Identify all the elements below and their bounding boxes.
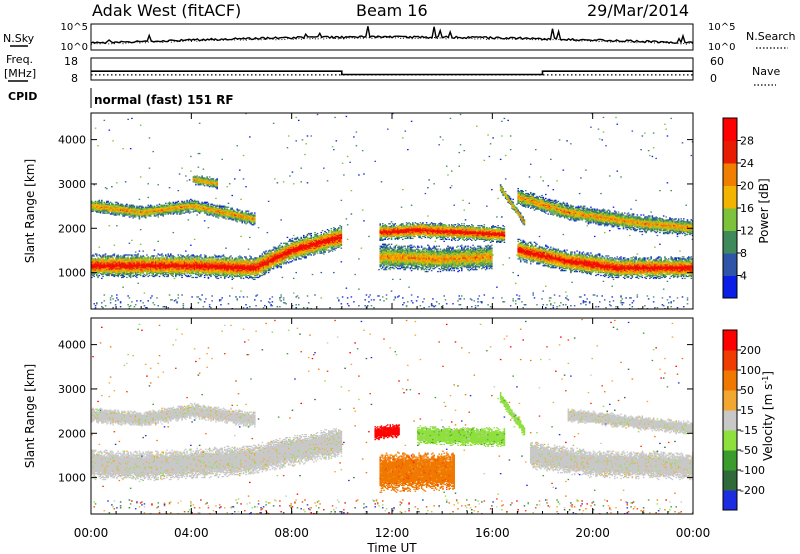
- data-cell: [95, 128, 97, 129]
- data-cell: [109, 130, 111, 131]
- station-title: Adak West (fitACF): [92, 1, 241, 20]
- data-cell: [101, 302, 103, 303]
- nsky-tick-top: 10^5: [61, 22, 88, 33]
- data-cell: [96, 302, 98, 303]
- nsky-label: N.Sky: [3, 32, 35, 45]
- data-cell: [116, 225, 118, 226]
- data-cell: [94, 303, 96, 304]
- data-cell: [105, 253, 107, 254]
- data-cell: [112, 307, 114, 308]
- data-cell: [117, 299, 119, 300]
- data-cell: [127, 119, 129, 120]
- noise-panel: N.Sky 10^5 10^0 10^5 10^0 N.Search: [3, 22, 796, 53]
- data-cell: [116, 294, 118, 295]
- data-cell: [131, 240, 133, 241]
- data-cell: [120, 301, 122, 302]
- data-cell: [110, 302, 112, 303]
- data-cell: [122, 148, 124, 149]
- nsky-tick-bottom: 10^0: [61, 42, 88, 53]
- data-cell: [112, 298, 114, 299]
- data-cell: [101, 278, 103, 279]
- nave-label: Nave: [752, 65, 780, 78]
- data-cell: [94, 255, 96, 256]
- data-cell: [127, 304, 129, 305]
- freq-label-line2: [MHz]: [4, 67, 36, 80]
- power-data: [91, 113, 693, 309]
- data-cell: [111, 295, 113, 296]
- nave-tick-top: 60: [710, 55, 724, 68]
- data-cell: [105, 305, 107, 306]
- freq-tick-top: 18: [64, 55, 78, 68]
- nsearch-label: N.Search: [746, 30, 796, 43]
- data-cell: [107, 201, 109, 202]
- data-cell: [116, 297, 118, 298]
- data-cell: [126, 204, 128, 205]
- data-cell: [99, 247, 101, 248]
- data-cell: [129, 243, 131, 244]
- radar-figure: Adak West (fitACF) Beam 16 29/Mar/2014 N…: [0, 0, 800, 554]
- data-cell: [117, 254, 119, 255]
- nsearch-tick-bottom: 10^0: [708, 42, 735, 53]
- data-cell: [106, 188, 108, 189]
- power-panel: 1000200030004000 Slant Range [km] 481216…: [23, 113, 771, 309]
- data-cell: [130, 305, 132, 306]
- data-cell: [110, 299, 112, 300]
- nsearch-tick-top: 10^5: [708, 22, 735, 33]
- data-cell: [112, 257, 114, 258]
- data-cell: [116, 182, 118, 183]
- data-cell: [127, 256, 129, 257]
- data-cell: [127, 295, 129, 296]
- data-cell: [95, 305, 97, 306]
- data-cell: [126, 277, 128, 278]
- data-cell: [115, 300, 117, 301]
- data-cell: [110, 297, 112, 298]
- data-cell: [102, 276, 104, 277]
- data-cell: [111, 186, 113, 187]
- data-cell: [117, 203, 119, 204]
- data-cell: [120, 306, 122, 307]
- data-cell: [99, 275, 101, 276]
- data-cell: [101, 200, 103, 201]
- data-cell: [114, 245, 116, 246]
- data-cell: [102, 307, 104, 308]
- data-cell: [96, 253, 98, 254]
- data-cell: [122, 287, 124, 288]
- data-cell: [109, 225, 111, 226]
- data-cell: [131, 301, 133, 302]
- data-cell: [114, 253, 116, 254]
- data-cell: [99, 200, 101, 201]
- data-cell: [104, 300, 106, 301]
- beam-title: Beam 16: [356, 1, 428, 20]
- data-cell: [130, 148, 132, 149]
- data-cell: [104, 120, 106, 121]
- freq-line: [91, 71, 693, 74]
- cpid-label: CPID: [8, 90, 37, 103]
- freq-panel: Freq. [MHz] 18 8 60 0 Nave: [4, 53, 780, 85]
- cpid-text: normal (fast) 151 RF: [94, 93, 234, 107]
- cpid-panel: CPID normal (fast) 151 RF: [8, 88, 234, 108]
- nsky-line: [91, 26, 693, 43]
- data-cell: [94, 276, 96, 277]
- date-title: 29/Mar/2014: [587, 1, 689, 20]
- data-cell: [95, 307, 97, 308]
- nave-tick-bottom: 0: [710, 72, 717, 85]
- data-cell: [97, 145, 99, 146]
- data-cell: [131, 254, 133, 255]
- data-cell: [125, 181, 127, 182]
- freq-tick-bottom: 8: [71, 72, 78, 85]
- data-cell: [124, 276, 126, 277]
- data-cell: [104, 294, 106, 295]
- data-cell: [129, 297, 131, 298]
- data-cell: [112, 140, 114, 141]
- data-cell: [115, 304, 117, 305]
- freq-label-line1: Freq.: [6, 53, 33, 66]
